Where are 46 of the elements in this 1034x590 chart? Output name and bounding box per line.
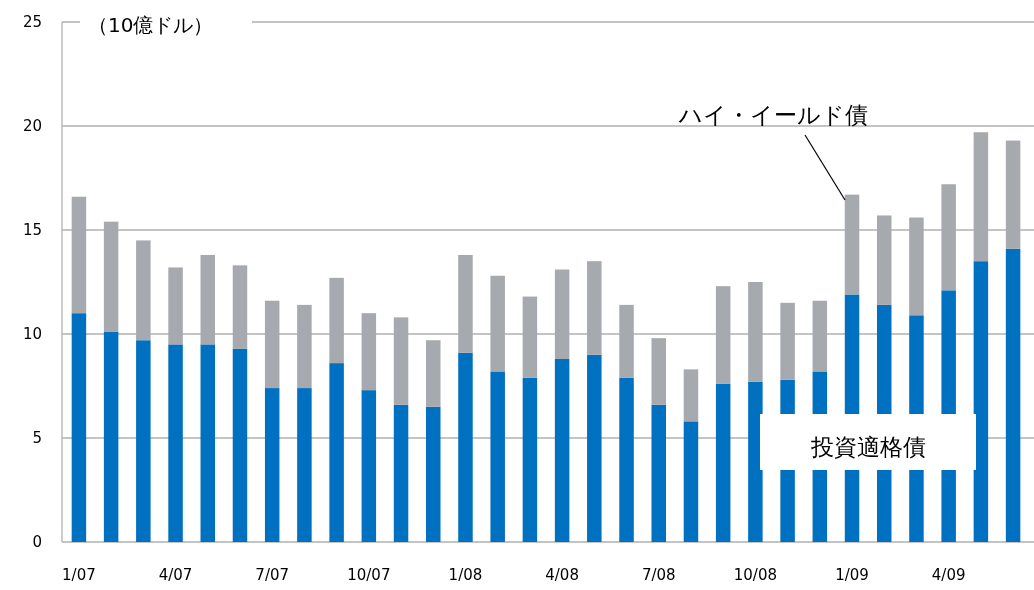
bar (103, 331, 119, 542)
series-label: 投資適格債 (809, 434, 926, 460)
bar (393, 404, 409, 542)
x-tick-label: 1/07 (62, 566, 96, 584)
bar (748, 381, 763, 542)
bar (554, 358, 570, 542)
y-tick-label: 0 (32, 533, 42, 552)
bar (683, 369, 699, 422)
x-tick-label: 4/07 (158, 566, 193, 584)
bar (71, 313, 87, 542)
bar (651, 404, 666, 542)
bar (264, 388, 280, 542)
bar (651, 338, 666, 405)
x-tick-label: 4/09 (931, 566, 966, 584)
y-tick-label: 15 (22, 221, 42, 240)
bar (168, 344, 183, 542)
x-tick-label: 4/08 (545, 566, 579, 584)
bar (426, 340, 441, 407)
x-tick-label: 7/07 (255, 566, 290, 584)
x-tick-label: 10/07 (347, 566, 391, 584)
bar (1005, 248, 1021, 542)
x-tick-label: 1/09 (835, 566, 869, 584)
bar (136, 340, 151, 542)
x-tick-label: 10/08 (733, 566, 777, 584)
bar (361, 390, 377, 542)
bar (522, 377, 538, 542)
bar (458, 352, 473, 542)
bar (973, 261, 989, 542)
x-tick-label: 1/08 (448, 566, 483, 584)
bar (232, 348, 248, 542)
bar (683, 421, 699, 542)
y-axis-title: （10億ドル） (88, 13, 214, 37)
bar (490, 371, 505, 542)
bar (587, 354, 602, 542)
bar (426, 406, 441, 542)
text: ハイ・イールド債 (677, 102, 868, 128)
y-tick-label: 25 (22, 13, 42, 32)
bar (297, 388, 312, 542)
y-tick-label: 20 (22, 117, 42, 136)
bar (329, 363, 344, 542)
bar (200, 344, 216, 542)
bar (715, 383, 731, 542)
y-tick-label: 10 (22, 325, 42, 344)
bar (619, 377, 634, 542)
x-tick-label: 7/08 (641, 566, 676, 584)
y-tick-label: 5 (32, 429, 42, 448)
